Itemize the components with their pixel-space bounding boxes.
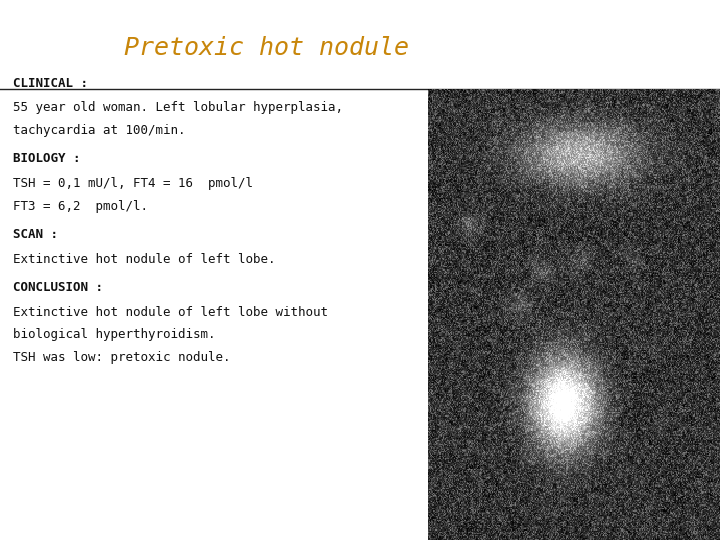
Text: CLINICAL :: CLINICAL : <box>13 77 88 90</box>
Text: biological hyperthyroidism.: biological hyperthyroidism. <box>13 328 215 341</box>
Text: tachycardia at 100/min.: tachycardia at 100/min. <box>13 124 186 137</box>
Text: Extinctive hot nodule of left lobe.: Extinctive hot nodule of left lobe. <box>13 253 276 266</box>
Text: BIOLOGY :: BIOLOGY : <box>13 152 81 165</box>
Text: SCAN :: SCAN : <box>13 228 58 241</box>
Text: FT3 = 6,2  pmol/l.: FT3 = 6,2 pmol/l. <box>13 200 148 213</box>
Text: 55 year old woman. Left lobular hyperplasia,: 55 year old woman. Left lobular hyperpla… <box>13 102 343 114</box>
Text: TSH = 0,1 mU/l, FT4 = 16  pmol/l: TSH = 0,1 mU/l, FT4 = 16 pmol/l <box>13 177 253 190</box>
Text: TSH was low: pretoxic nodule.: TSH was low: pretoxic nodule. <box>13 351 230 364</box>
Text: Pretoxic hot nodule: Pretoxic hot nodule <box>124 36 409 59</box>
Text: Extinctive hot nodule of left lobe without: Extinctive hot nodule of left lobe witho… <box>13 306 328 319</box>
Text: CONCLUSION :: CONCLUSION : <box>13 281 103 294</box>
